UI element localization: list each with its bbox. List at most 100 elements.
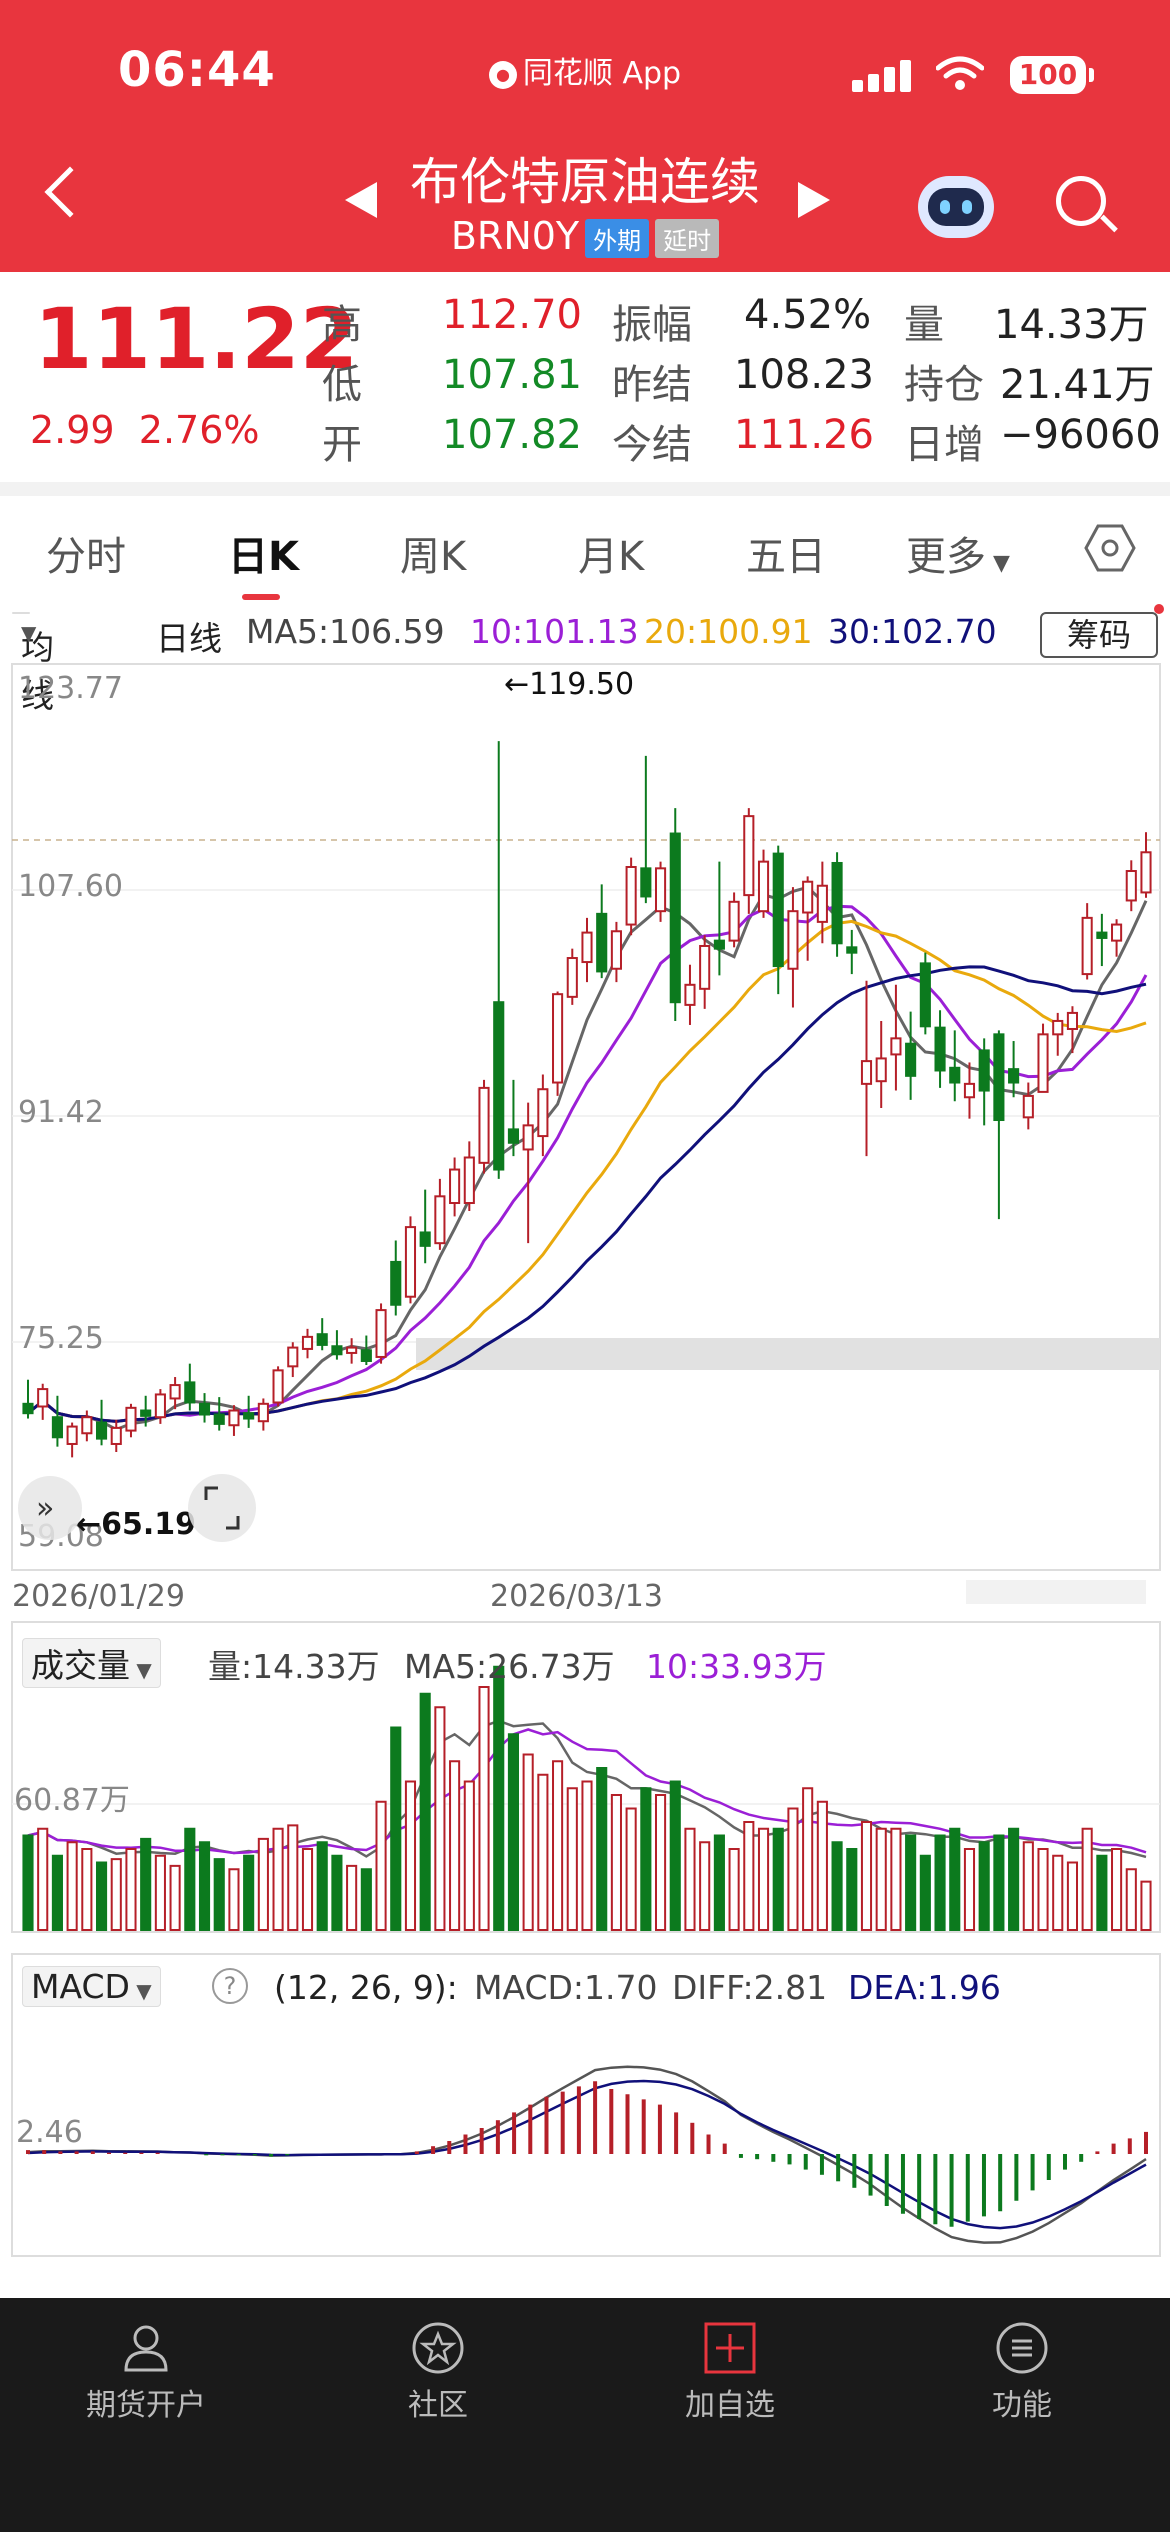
- next-contract-button[interactable]: [798, 182, 830, 218]
- candle-body: [1037, 1033, 1049, 1093]
- volume-bar: [934, 1834, 946, 1931]
- open-interest-label: 持仓: [904, 362, 984, 408]
- candle-body: [434, 1195, 446, 1245]
- volume-bar: [581, 1780, 593, 1931]
- volume-ma5-line: [27, 1719, 1147, 1859]
- tabbar-label: 社区: [408, 2388, 468, 2423]
- tab-intraday[interactable]: 分时: [46, 534, 126, 580]
- tab-more[interactable]: 更多 ▼: [906, 524, 1010, 582]
- candle-body: [390, 1260, 402, 1306]
- bottom-tab-bar: 期货开户 社区 加自选 功能: [0, 2298, 1170, 2532]
- chip-distribution-button[interactable]: 筹码: [1040, 612, 1158, 658]
- volume-bar: [301, 1848, 314, 1931]
- volume-bar: [831, 1841, 843, 1931]
- menu-circle-icon: [996, 2322, 1048, 2374]
- volume-dropdown-label: 成交量: [31, 1646, 130, 1685]
- candle-body: [802, 880, 814, 914]
- candle-body: [684, 983, 696, 1006]
- y-label-2: 107.60: [18, 869, 123, 904]
- daily-increase-label: 日增: [904, 422, 984, 468]
- candle-body: [1111, 923, 1123, 942]
- tabbar-futures-account[interactable]: 期货开户: [0, 2298, 292, 2458]
- volume-bar: [95, 1861, 108, 1931]
- dea-line: [27, 2079, 1147, 2230]
- y-label-bottom: 59.08: [18, 1519, 104, 1554]
- amplitude-value: 4.52%: [744, 292, 872, 338]
- volume-bar: [1052, 1854, 1064, 1931]
- volume-bar: [478, 1686, 490, 1931]
- volume-bar: [787, 1807, 799, 1931]
- open-label: 开: [322, 422, 362, 468]
- tab-weekly-k[interactable]: 周K: [400, 534, 467, 580]
- candle-body: [140, 1409, 152, 1417]
- volume-bar: [699, 1841, 711, 1931]
- volume-bar: [537, 1773, 549, 1931]
- app-logo-icon: ●: [488, 60, 517, 89]
- volume-bar: [110, 1858, 122, 1931]
- candle-body: [905, 1042, 917, 1077]
- volume-bar: [449, 1760, 461, 1931]
- volume-bar: [316, 1841, 328, 1931]
- macd-dropdown[interactable]: MACD ▼: [22, 1966, 161, 2007]
- volume-bar: [154, 1854, 166, 1931]
- volume-bar: [81, 1848, 93, 1931]
- diff-value: DIFF:2.81: [672, 1968, 828, 2007]
- volume-bar: [228, 1868, 240, 1931]
- volume-bar: [213, 1858, 225, 1931]
- notification-dot: [1154, 604, 1164, 614]
- candle-body: [537, 1088, 549, 1138]
- volume-bar: [272, 1827, 284, 1931]
- candle-body: [846, 946, 858, 954]
- date-left: 2026/01/29: [12, 1579, 185, 1614]
- tabbar-add-watchlist[interactable]: 加自选: [584, 2298, 876, 2458]
- tab-monthly-k[interactable]: 月K: [578, 534, 645, 580]
- volume-bar: [949, 1827, 961, 1931]
- volume-bar: [610, 1794, 622, 1931]
- change-value: 2.99: [30, 408, 115, 452]
- volume-dropdown[interactable]: 成交量 ▼: [22, 1638, 161, 1688]
- candle-body: [552, 993, 564, 1084]
- assistant-robot-icon[interactable]: [918, 176, 994, 238]
- tab-daily-k[interactable]: 日K: [228, 534, 299, 580]
- volume-bar: [1125, 1868, 1137, 1931]
- candle-body: [331, 1345, 343, 1356]
- volume-bar: [346, 1864, 358, 1931]
- candle-body: [51, 1416, 63, 1439]
- expand-left-button[interactable]: »: [18, 1476, 82, 1540]
- candle-body: [522, 1124, 534, 1151]
- macd-legend: MACD ▼ ? (12, 26, 9): MACD:1.70 DIFF:2.8…: [0, 1964, 1170, 2016]
- tabbar-label: 功能: [992, 2388, 1052, 2423]
- tabbar-community[interactable]: 社区: [292, 2298, 584, 2458]
- settings-hex-icon[interactable]: [1084, 522, 1136, 574]
- candle-body: [699, 944, 711, 990]
- ma5-line: [27, 885, 1148, 1432]
- tab-five-day[interactable]: 五日: [746, 534, 826, 580]
- candle-body: [581, 931, 593, 964]
- macd-dropdown-label: MACD: [31, 1967, 130, 2006]
- candle-body: [654, 867, 667, 913]
- ma10-value: 10:101.13: [470, 612, 639, 651]
- volume-label: 量: [904, 302, 944, 348]
- quote-panel: 111.22 2.99 2.76% 高 112.70 低 107.81 开 10…: [0, 272, 1170, 482]
- prev-contract-button[interactable]: [345, 182, 377, 218]
- indicator-dropdown[interactable]: 均线 ▼: [12, 612, 54, 715]
- candle-body: [213, 1413, 225, 1425]
- delayed-tag: 延时: [655, 219, 720, 258]
- status-app-label: 同花顺 App: [522, 56, 682, 91]
- volume-legend: 成交量 ▼ 量:14.33万 MA5:26.73万 10:33.93万: [0, 1636, 1170, 1688]
- volume-bar: [713, 1834, 725, 1931]
- candle-body: [463, 1156, 475, 1205]
- candle-body: [713, 939, 725, 950]
- tabbar-functions[interactable]: 功能: [876, 2298, 1168, 2458]
- volume-bar: [507, 1733, 520, 1931]
- fullscreen-button[interactable]: [188, 1474, 256, 1542]
- open-interest-value: 21.41万: [1000, 362, 1155, 408]
- last-price: 111.22: [34, 290, 359, 388]
- search-icon[interactable]: [1056, 176, 1106, 226]
- ma-lines: [27, 885, 1148, 1432]
- candle-body: [257, 1402, 269, 1423]
- scroll-indicator[interactable]: [966, 1580, 1146, 1604]
- help-icon[interactable]: ?: [212, 1968, 248, 2004]
- candle-body: [228, 1409, 240, 1427]
- today-settle-value: 111.26: [734, 412, 874, 458]
